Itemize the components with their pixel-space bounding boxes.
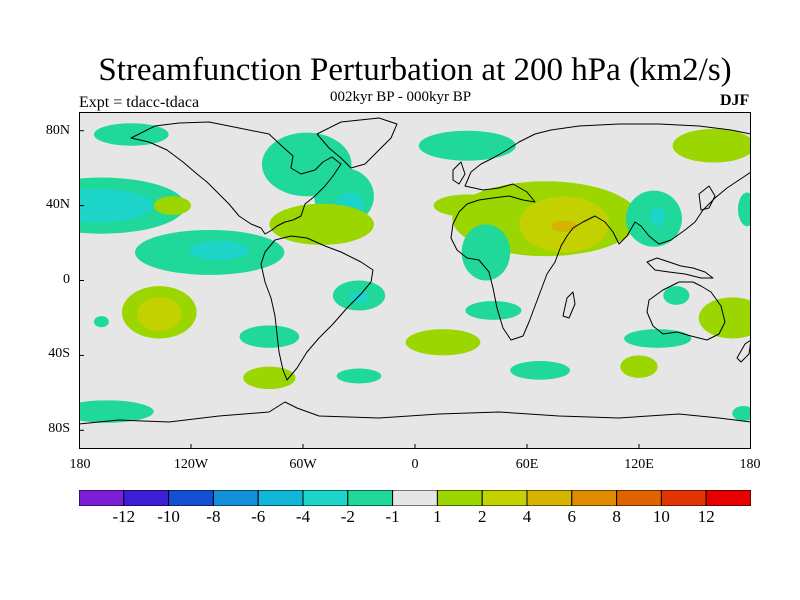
anomaly-region bbox=[269, 203, 374, 245]
lon-label-120e: 120E bbox=[624, 457, 654, 472]
indonesia-coast bbox=[646, 257, 714, 279]
lat-label-0: 0 bbox=[63, 272, 70, 287]
colorbar-box bbox=[705, 490, 751, 506]
anomaly-region bbox=[650, 207, 666, 227]
anomaly-region bbox=[189, 241, 249, 260]
north-america-coast bbox=[130, 121, 342, 235]
colorbar-label: -2 bbox=[340, 507, 355, 526]
australia-coast bbox=[646, 281, 726, 341]
experiment-label: Expt = tdacc-tdaca bbox=[79, 94, 200, 111]
lon-label-120w: 120W bbox=[173, 457, 209, 472]
uk-coast bbox=[452, 161, 466, 185]
colorbar bbox=[79, 490, 751, 506]
lat-label-80s: 80S bbox=[48, 421, 70, 436]
madagascar-coast bbox=[562, 291, 576, 319]
japan-coast bbox=[698, 185, 716, 211]
lon-label-180e: 180 bbox=[739, 457, 761, 472]
season-label: DJF bbox=[720, 92, 750, 109]
anomaly-region bbox=[620, 355, 658, 378]
anomaly-region bbox=[243, 366, 296, 390]
anomaly-region bbox=[93, 316, 109, 328]
anomaly-region bbox=[136, 297, 182, 332]
colorbar-boxes bbox=[79, 490, 751, 506]
antarctica-coast bbox=[79, 401, 751, 425]
colorbar-box bbox=[481, 490, 528, 506]
plot-title: Streamfunction Perturbation at 200 hPa (… bbox=[98, 52, 732, 88]
colorbar-box bbox=[392, 490, 438, 506]
anomaly-region bbox=[239, 325, 300, 348]
anomaly-region bbox=[349, 291, 369, 303]
colorbar-box bbox=[571, 490, 618, 506]
coastlines bbox=[79, 117, 751, 425]
colorbar-label: 4 bbox=[522, 507, 532, 526]
colorbar-label: -12 bbox=[112, 507, 136, 526]
colorbar-box bbox=[302, 490, 349, 506]
anomaly-region bbox=[732, 405, 751, 421]
anomaly-region bbox=[510, 361, 570, 380]
colorbar-box bbox=[79, 490, 125, 506]
plot-subtitle: 002kyr BP - 000kyr BP bbox=[330, 89, 472, 105]
lat-label-40s: 40S bbox=[48, 346, 70, 361]
colorbar-label: -10 bbox=[157, 507, 180, 526]
anomaly-region bbox=[79, 400, 154, 423]
colorbar-label: 2 bbox=[477, 507, 487, 526]
colorbar-label: 6 bbox=[567, 507, 577, 526]
colorbar-box bbox=[347, 490, 394, 506]
greenland-coast bbox=[316, 117, 398, 169]
world-map-plot bbox=[79, 112, 751, 449]
colorbar-box bbox=[257, 490, 304, 506]
anomaly-region bbox=[624, 329, 692, 348]
anomaly-contours bbox=[79, 123, 751, 423]
anomaly-region bbox=[93, 123, 169, 146]
anomaly-region bbox=[153, 196, 191, 215]
lat-label-80n: 80N bbox=[45, 123, 70, 138]
colorbar-box bbox=[123, 490, 170, 506]
lat-label-40n: 40N bbox=[45, 197, 70, 212]
lon-label-180w: 180 bbox=[69, 457, 91, 472]
anomaly-region bbox=[336, 368, 382, 384]
colorbar-box bbox=[168, 490, 214, 506]
lon-label-60w: 60W bbox=[289, 457, 317, 472]
anomaly-region bbox=[698, 297, 751, 339]
colorbar-label: 8 bbox=[612, 507, 621, 526]
colorbar-label: -6 bbox=[251, 507, 266, 526]
lon-label-0: 0 bbox=[411, 457, 419, 472]
anomaly-region bbox=[461, 224, 511, 281]
anomaly-region bbox=[418, 130, 516, 161]
south-america-coast bbox=[260, 235, 374, 381]
colorbar-label: -4 bbox=[295, 507, 311, 526]
eurasia-africa-coast bbox=[450, 123, 751, 341]
colorbar-label: 10 bbox=[652, 507, 670, 526]
colorbar-label: -1 bbox=[385, 507, 400, 526]
map-ticks bbox=[79, 130, 640, 449]
anomaly-region bbox=[433, 194, 501, 217]
anomaly-region bbox=[663, 286, 690, 305]
colorbar-box bbox=[526, 490, 573, 506]
anomaly-region bbox=[551, 220, 578, 232]
anomaly-region bbox=[79, 188, 154, 223]
colorbar-box bbox=[436, 490, 483, 506]
colorbar-label: -8 bbox=[206, 507, 221, 526]
anomaly-region bbox=[737, 192, 751, 227]
map-background bbox=[79, 112, 751, 449]
anomaly-region bbox=[405, 329, 481, 356]
colorbar-label: 12 bbox=[697, 507, 715, 526]
colorbar-box bbox=[660, 490, 707, 506]
colorbar-label: 1 bbox=[433, 507, 442, 526]
colorbar-box bbox=[212, 490, 259, 506]
anomaly-region bbox=[672, 128, 751, 163]
colorbar-box bbox=[616, 490, 662, 506]
anomaly-region bbox=[465, 301, 522, 320]
lon-label-60e: 60E bbox=[515, 457, 539, 472]
